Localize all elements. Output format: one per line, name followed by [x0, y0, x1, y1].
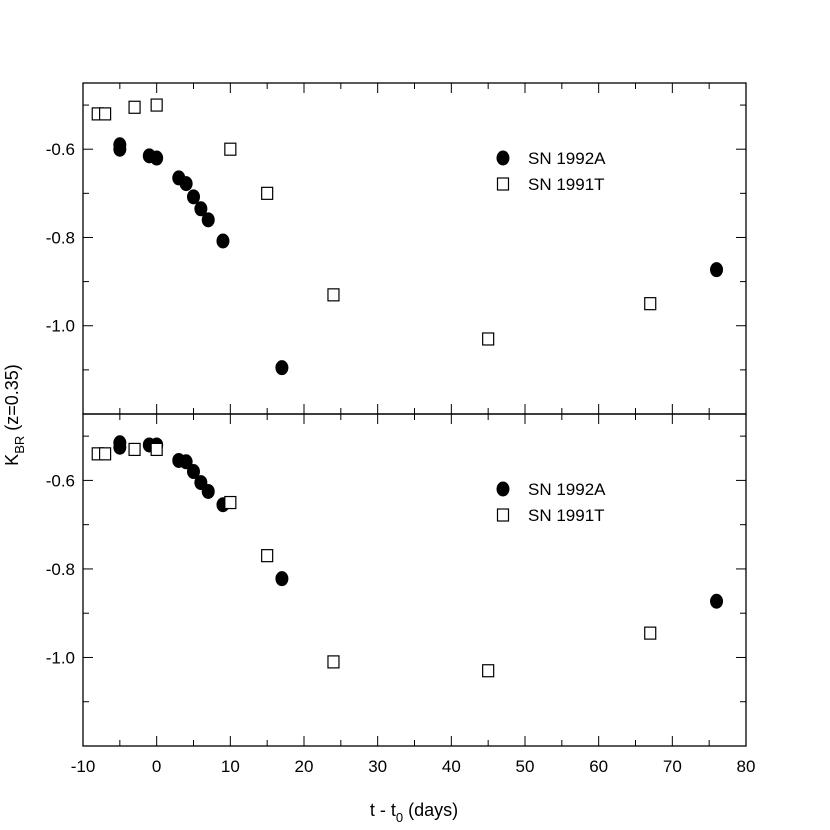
- x-tick-label: 20: [295, 757, 314, 776]
- legend: SN 1992A SN 1991T: [496, 480, 606, 525]
- x-tick-label: 40: [442, 757, 461, 776]
- y-tick-label: -0.6: [46, 471, 75, 490]
- point-sn1992a: [710, 593, 724, 609]
- y-axis-title: KBR (z=0.35): [2, 364, 27, 466]
- x-tick-label: 50: [516, 757, 535, 776]
- y-tick-label: -0.6: [46, 140, 75, 159]
- x-tick-label: 80: [737, 757, 756, 776]
- point-sn1991t: [150, 442, 163, 457]
- point-sn1992a: [201, 212, 215, 228]
- plot-frame: [82, 82, 747, 415]
- legend-marker-sn1992a: [496, 481, 510, 497]
- point-sn1991t: [261, 549, 274, 563]
- point-sn1991t: [98, 447, 112, 461]
- point-sn1992a: [113, 141, 127, 157]
- panel-bottom: -0.6 -0.8 -1.0 SN 1992A SN 1991T: [46, 413, 747, 747]
- point-sn1991t: [128, 442, 141, 457]
- point-sn1991t: [482, 332, 495, 346]
- legend: SN 1992A SN 1991T: [496, 149, 606, 194]
- x-tick-label: 60: [589, 757, 608, 776]
- point-sn1992a: [179, 176, 193, 192]
- legend-label: SN 1991T: [528, 506, 605, 525]
- point-sn1992a: [216, 233, 230, 249]
- point-sn1991t: [224, 495, 237, 510]
- point-sn1992a: [187, 189, 200, 205]
- x-tick-label: 10: [221, 757, 240, 776]
- point-sn1991t: [150, 98, 163, 112]
- panel-top: -0.6 -0.8 -1.0 SN 1992A SN 1991T: [46, 82, 747, 415]
- x-axis-ticks: -10 0 10 20 30 40 50 60 70 80: [71, 757, 756, 776]
- x-tick-label: -10: [71, 757, 96, 776]
- point-sn1992a: [187, 464, 200, 480]
- point-sn1991t: [327, 288, 340, 302]
- point-sn1991t: [644, 297, 657, 311]
- legend-label: SN 1992A: [528, 480, 606, 499]
- x-tick-label: 0: [152, 757, 161, 776]
- legend-label: SN 1992A: [528, 149, 606, 168]
- x-tick-label: 70: [663, 757, 682, 776]
- point-sn1992a: [179, 454, 193, 470]
- y-tick-label: -1.0: [46, 317, 75, 336]
- point-sn1992a: [113, 439, 127, 455]
- legend-marker-sn1991t: [496, 508, 510, 522]
- y-tick-label: -0.8: [46, 560, 75, 579]
- point-sn1992a: [275, 571, 289, 587]
- point-sn1992a: [150, 150, 164, 166]
- point-sn1992a: [275, 360, 289, 376]
- point-sn1992a: [710, 262, 724, 278]
- point-sn1991t: [98, 107, 112, 121]
- point-sn1991t: [224, 142, 237, 156]
- x-tick-label: 30: [368, 757, 387, 776]
- y-tick-label: -1.0: [46, 648, 75, 667]
- legend-label: SN 1991T: [528, 175, 605, 194]
- point-sn1992a: [194, 201, 208, 217]
- y-tick-label: -0.8: [46, 228, 75, 247]
- x-axis-title: t - t0 (days): [370, 800, 458, 825]
- point-sn1991t: [128, 100, 141, 114]
- point-sn1991t: [644, 626, 657, 640]
- legend-marker-sn1991t: [496, 177, 510, 191]
- point-sn1992a: [201, 483, 215, 499]
- legend-marker-sn1992a: [496, 150, 510, 166]
- point-sn1991t: [482, 664, 495, 678]
- point-sn1991t: [261, 186, 274, 200]
- point-sn1991t: [327, 655, 340, 669]
